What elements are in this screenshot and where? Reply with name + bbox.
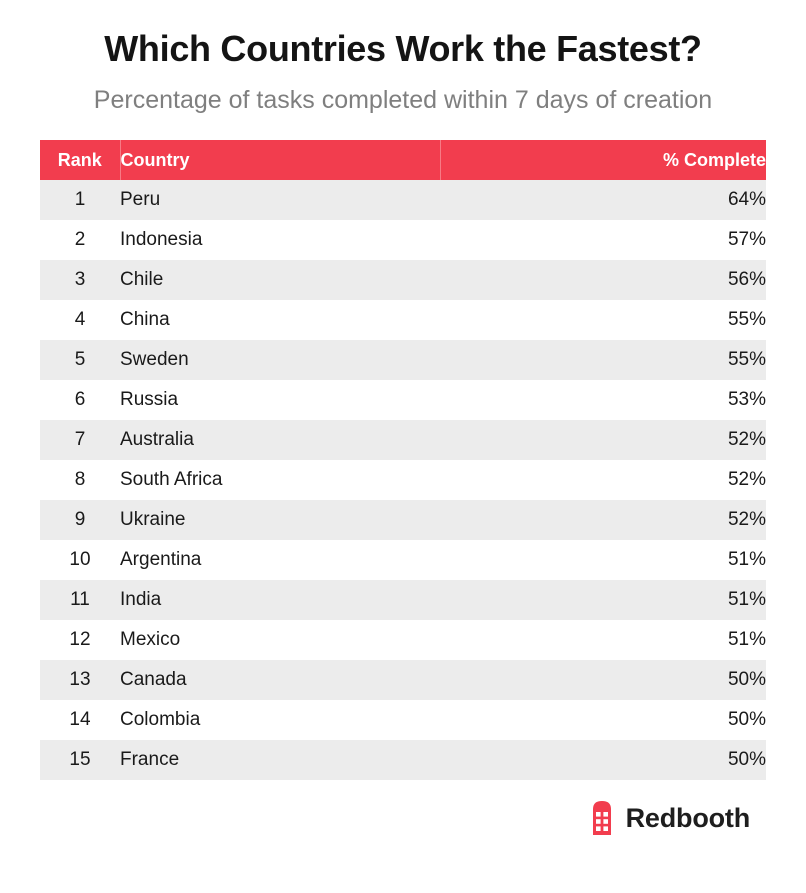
rank-cell: 12 [69, 629, 91, 650]
redbooth-logo-icon [592, 801, 611, 835]
percent-complete-cell: 50% [727, 669, 766, 690]
table-row: 5 Sweden 55% [40, 340, 766, 380]
rank-cell: 5 [74, 349, 86, 370]
rank-cell: 1 [74, 189, 86, 210]
table-row: 9 Ukraine 52% [40, 500, 766, 540]
table-row: 12 Mexico 51% [40, 620, 766, 660]
percent-complete-cell: 52% [727, 429, 766, 450]
ranking-table: Rank Country % Complete 1 Peru 64% 2 Indones… [40, 140, 766, 780]
table-row: 10 Argentina 51% [40, 540, 766, 580]
percent-complete-cell: 50% [727, 749, 766, 770]
country-cell: Mexico [120, 629, 181, 650]
percent-complete-cell: 57% [727, 229, 766, 250]
country-cell: Argentina [120, 549, 202, 570]
percent-complete-cell: 64% [727, 189, 766, 210]
table-row: 15 France 50% [40, 740, 766, 780]
rank-cell: 15 [69, 749, 91, 770]
table-header: Rank Country % Complete [40, 140, 766, 180]
table-row: 14 Colombia 50% [40, 700, 766, 740]
country-cell: Russia [120, 389, 179, 410]
percent-complete-cell: 53% [727, 389, 766, 410]
percent-complete-cell: 55% [727, 309, 766, 330]
country-cell: Chile [120, 269, 164, 290]
country-cell: Sweden [120, 349, 189, 370]
table-row: 7 Australia 52% [40, 420, 766, 460]
percent-complete-cell: 52% [727, 509, 766, 530]
rank-cell: 2 [74, 229, 86, 250]
country-cell: France [120, 749, 180, 770]
table-header-row: Rank Country % Complete [40, 140, 766, 180]
table-row: 4 China 55% [40, 300, 766, 340]
percent-complete-cell: 55% [727, 349, 766, 370]
table-row: 2 Indonesia 57% [40, 220, 766, 260]
table-body: 1 Peru 64% 2 Indonesia 57% 3 Chile 56% 4 China 55% 5… [40, 180, 766, 780]
country-cell: India [120, 589, 162, 610]
table-row: 3 Chile 56% [40, 260, 766, 300]
column-header-rank: Rank [40, 140, 121, 180]
country-cell: South Africa [120, 469, 223, 490]
table-row: 1 Peru 64% [40, 180, 766, 220]
country-cell: Canada [120, 669, 187, 690]
rank-cell: 13 [69, 669, 91, 690]
chart-title: Which Countries Work the Fastest? [104, 28, 702, 69]
table-row: 13 Canada 50% [40, 660, 766, 700]
rank-cell: 3 [74, 269, 86, 290]
chart-subtitle: Percentage of tasks completed within 7 d… [93, 86, 713, 114]
percent-complete-cell: 52% [727, 469, 766, 490]
table-row: 6 Russia 53% [40, 380, 766, 420]
rank-cell: 14 [69, 709, 91, 730]
percent-complete-cell: 51% [727, 589, 766, 610]
rank-cell: 4 [74, 309, 86, 330]
rank-cell: 6 [74, 389, 86, 410]
rank-cell: 9 [74, 509, 86, 530]
rank-cell: 7 [74, 429, 86, 450]
percent-complete-cell: 51% [727, 629, 766, 650]
column-header-country: Country [120, 140, 441, 180]
country-cell: Indonesia [120, 229, 203, 250]
country-cell: Peru [120, 189, 161, 210]
table-row: 8 South Africa 52% [40, 460, 766, 500]
brand-name: Redbooth [625, 802, 751, 833]
country-cell: Australia [120, 429, 194, 450]
column-header-percent-complete: % Complete [662, 149, 766, 170]
table-row: 11 India 51% [40, 580, 766, 620]
country-cell: China [120, 309, 170, 330]
rank-cell: 8 [74, 469, 86, 490]
country-cell: Colombia [120, 709, 201, 730]
percent-complete-cell: 56% [727, 269, 766, 290]
percent-complete-cell: 50% [727, 709, 766, 730]
rank-cell: 11 [70, 589, 90, 610]
country-cell: Ukraine [120, 509, 186, 530]
rank-cell: 10 [69, 549, 91, 570]
percent-complete-cell: 51% [727, 549, 766, 570]
brand-footer: Redbooth [590, 798, 750, 838]
